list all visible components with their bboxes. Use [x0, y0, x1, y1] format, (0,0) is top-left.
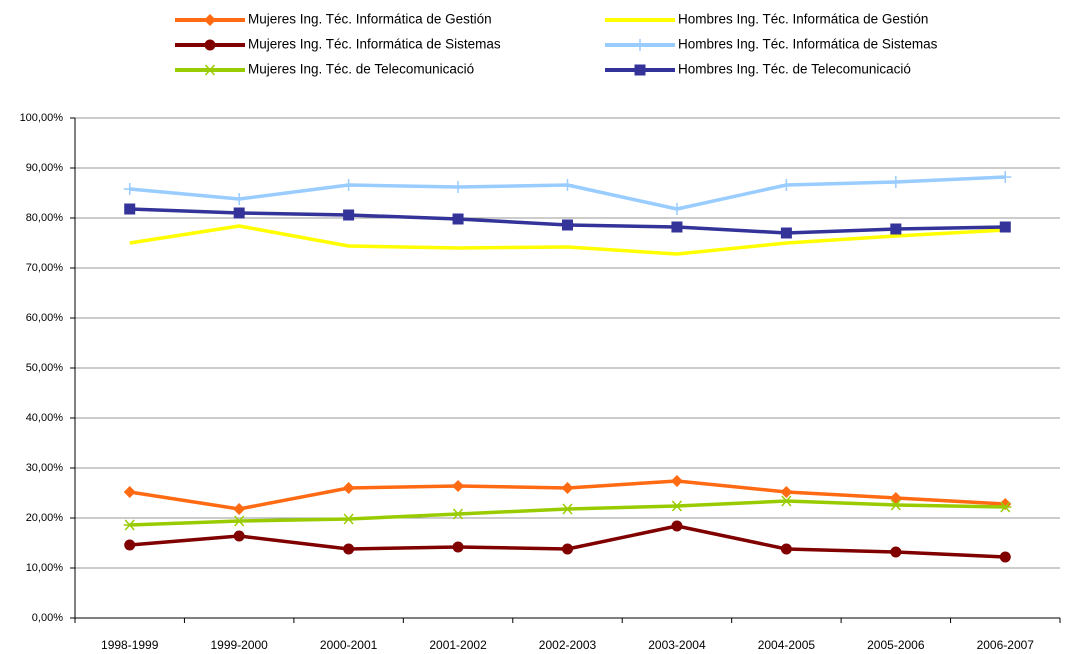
marker	[233, 530, 245, 542]
marker	[889, 176, 902, 188]
marker	[342, 482, 355, 494]
series	[124, 203, 1011, 239]
legend-label: Mujeres Ing. Téc. Informática de Sistema…	[248, 37, 501, 52]
marker	[634, 64, 646, 76]
series	[124, 520, 1011, 563]
marker	[562, 219, 573, 231]
x-tick-label: 2003-2004	[648, 638, 706, 652]
marker	[342, 513, 355, 525]
y-tick-label: 100,00%	[20, 112, 64, 124]
marker	[670, 475, 683, 487]
marker	[204, 64, 216, 76]
marker	[561, 482, 574, 494]
marker	[780, 495, 793, 507]
legend-label: Mujeres Ing. Téc. de Telecomunicació	[248, 62, 474, 77]
y-tick-label: 60,00%	[26, 312, 64, 324]
marker	[999, 221, 1011, 233]
y-tick-label: 50,00%	[26, 362, 64, 374]
marker	[562, 543, 573, 555]
marker	[233, 503, 246, 515]
legend-label: Hombres Ing. Téc. Informática de Gestión	[678, 12, 928, 27]
x-tick-label: 2001-2002	[429, 638, 487, 652]
marker	[233, 515, 246, 527]
marker	[343, 543, 355, 555]
series	[123, 171, 1012, 215]
marker	[670, 500, 683, 512]
marker	[233, 193, 246, 205]
marker	[561, 503, 574, 515]
marker	[123, 486, 136, 498]
series	[123, 475, 1012, 515]
marker	[452, 541, 464, 553]
y-tick-label: 70,00%	[26, 262, 64, 274]
line	[129, 224, 1006, 256]
marker	[889, 499, 902, 511]
x-tick-label: 2004-2005	[758, 638, 816, 652]
marker	[452, 213, 464, 225]
marker	[123, 183, 136, 195]
marker	[780, 486, 793, 498]
legend-label: Mujeres Ing. Téc. Informática de Gestión	[248, 12, 492, 27]
marker	[123, 519, 136, 531]
marker	[780, 179, 793, 191]
marker	[204, 14, 216, 26]
marker	[343, 209, 355, 221]
series	[123, 495, 1012, 531]
marker	[452, 508, 465, 520]
marker	[890, 223, 902, 235]
marker	[670, 203, 683, 215]
x-tick-label: 1999-2000	[210, 638, 268, 652]
marker	[999, 171, 1012, 183]
marker	[889, 492, 902, 504]
y-tick-label: 80,00%	[26, 212, 64, 224]
marker	[999, 501, 1012, 513]
y-tick-label: 20,00%	[26, 512, 64, 524]
marker	[561, 179, 574, 191]
marker	[233, 207, 245, 219]
marker	[890, 546, 902, 558]
y-tick-label: 90,00%	[26, 162, 64, 174]
y-tick-label: 30,00%	[26, 462, 64, 474]
marker	[671, 221, 683, 233]
x-tick-label: 2002-2003	[539, 638, 597, 652]
marker	[204, 39, 216, 51]
marker	[452, 181, 465, 193]
marker	[124, 203, 136, 215]
legend-label: Hombres Ing. Téc. de Telecomunicació	[678, 62, 911, 77]
x-tick-label: 2005-2006	[867, 638, 925, 652]
marker	[634, 39, 646, 51]
marker	[671, 520, 683, 532]
x-tick-label: 2000-2001	[320, 638, 378, 652]
y-tick-label: 0,00%	[32, 612, 63, 624]
x-tick-label: 2006-2007	[977, 638, 1035, 652]
marker	[999, 551, 1011, 563]
y-tick-label: 40,00%	[26, 412, 64, 424]
marker	[452, 480, 465, 492]
marker	[342, 179, 355, 191]
marker	[124, 539, 136, 551]
y-tick-label: 10,00%	[26, 562, 64, 574]
marker	[780, 227, 792, 239]
x-tick-label: 1998-1999	[101, 638, 159, 652]
marker	[780, 543, 792, 555]
legend-label: Hombres Ing. Téc. Informática de Sistema…	[678, 37, 938, 52]
series	[129, 224, 1006, 256]
